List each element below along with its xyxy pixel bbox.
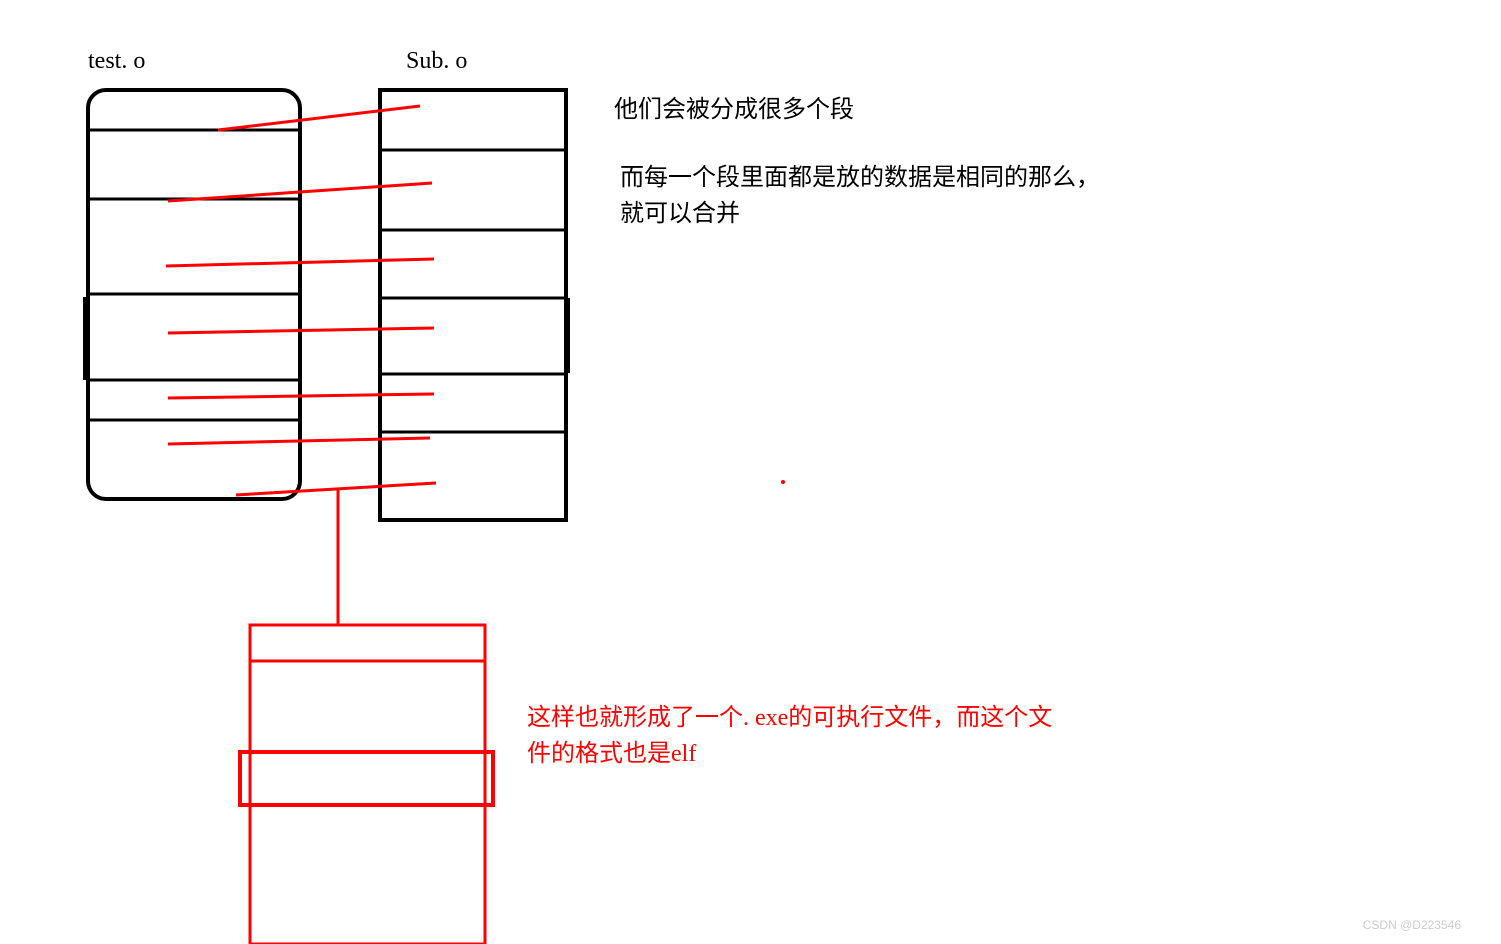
box-c-overlap — [240, 752, 493, 805]
box-merged — [250, 625, 485, 944]
connector — [168, 394, 434, 398]
connector — [168, 328, 434, 333]
connector — [166, 259, 434, 266]
text-merge: 而每一个段里面都是放的数据是相同的那么，就可以合并 — [620, 160, 1110, 232]
box-sub-o — [380, 90, 566, 520]
connector — [168, 438, 430, 444]
box-test-o — [88, 90, 300, 499]
connector — [236, 483, 436, 495]
red-dot — [781, 480, 785, 484]
connector — [218, 106, 420, 130]
watermark: CSDN @D223546 — [1363, 918, 1461, 932]
connector — [168, 183, 432, 201]
label-sub-o: Sub. o — [406, 48, 467, 75]
label-test-o: test. o — [88, 48, 145, 75]
text-segments: 他们会被分成很多个段 — [614, 92, 854, 128]
diagram — [0, 0, 1501, 944]
text-exe-elf: 这样也就形成了一个. exe的可执行文件，而这个文件的格式也是elf — [527, 700, 1057, 772]
